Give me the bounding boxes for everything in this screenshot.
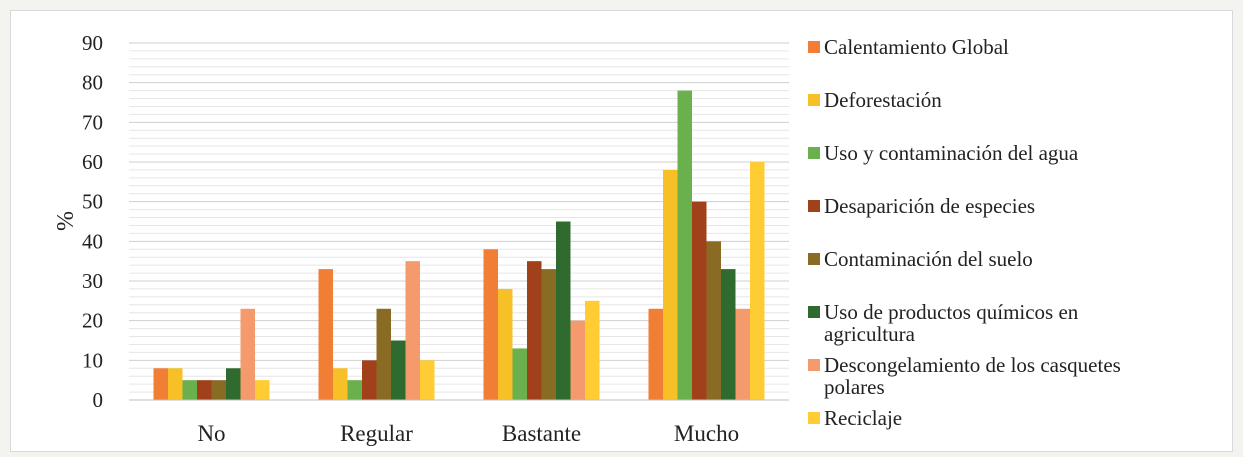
y-tick-label: 70 xyxy=(82,110,103,134)
bar xyxy=(570,320,585,400)
legend-label: Calentamiento Global xyxy=(824,35,1009,59)
chart-frame: 0 10 20 30 40 50 60 70 80 90 % No Regular Bastante M… xyxy=(10,10,1233,452)
y-tick-label: 20 xyxy=(82,309,103,333)
legend-swatch xyxy=(808,306,820,318)
bar xyxy=(182,380,197,400)
bar xyxy=(318,269,333,400)
legend-swatch xyxy=(808,253,820,265)
bar xyxy=(663,169,678,400)
bar xyxy=(153,368,168,400)
bar xyxy=(347,380,362,400)
bar xyxy=(527,261,542,400)
bar xyxy=(391,340,406,400)
bar xyxy=(240,308,255,400)
y-tick-label: 0 xyxy=(93,388,104,412)
legend-label: Reciclaje xyxy=(824,406,902,430)
bar xyxy=(556,221,571,400)
bar xyxy=(692,201,707,400)
legend-label: Uso de productos químicos en agricultura xyxy=(824,300,1079,346)
y-tick-label: 40 xyxy=(82,229,103,253)
legend-label: Contaminación del suelo xyxy=(824,247,1033,271)
bar xyxy=(168,368,183,400)
y-tick-label: 30 xyxy=(82,269,103,293)
bar xyxy=(483,249,498,400)
legend-swatch xyxy=(808,41,820,53)
x-category-label: Regular xyxy=(340,421,413,446)
bar xyxy=(512,348,527,400)
legend-label: Desaparición de especies xyxy=(824,194,1035,218)
legend-swatch xyxy=(808,147,820,159)
bar xyxy=(420,360,435,400)
bar xyxy=(541,269,556,400)
bar xyxy=(226,368,241,400)
legend-swatch xyxy=(808,412,820,424)
bar xyxy=(585,300,600,400)
y-tick-label: 90 xyxy=(82,31,103,55)
x-category-label: Bastante xyxy=(502,421,581,446)
legend-swatch xyxy=(808,359,820,371)
legend-label: Deforestación xyxy=(824,88,942,112)
bar xyxy=(648,308,663,400)
bar xyxy=(197,380,212,400)
bar xyxy=(677,90,692,400)
y-tick-label: 60 xyxy=(82,150,103,174)
y-tick-label: 10 xyxy=(82,348,103,372)
legend-label: Descongelamiento de los casquetes polares xyxy=(824,353,1121,399)
legend-swatch xyxy=(808,200,820,212)
legend-label: Uso y contaminación del agua xyxy=(824,141,1079,165)
x-category-label: No xyxy=(197,421,225,446)
bar xyxy=(255,380,270,400)
y-tick-label: 50 xyxy=(82,190,103,214)
bar xyxy=(211,380,226,400)
bar xyxy=(498,288,513,400)
bar xyxy=(405,261,420,400)
bar xyxy=(376,308,391,400)
x-category-label: Mucho xyxy=(674,421,739,446)
bar xyxy=(750,162,765,400)
bar xyxy=(735,308,750,400)
legend-swatch xyxy=(808,94,820,106)
y-axis-label: % xyxy=(53,211,79,231)
bar xyxy=(721,269,736,400)
bar xyxy=(706,241,721,400)
grouped-bar-chart: 0 10 20 30 40 50 60 70 80 90 % No Regular Bastante M… xyxy=(53,31,1121,446)
bar xyxy=(333,368,348,400)
y-tick-label: 80 xyxy=(82,71,103,95)
bar xyxy=(362,360,377,400)
